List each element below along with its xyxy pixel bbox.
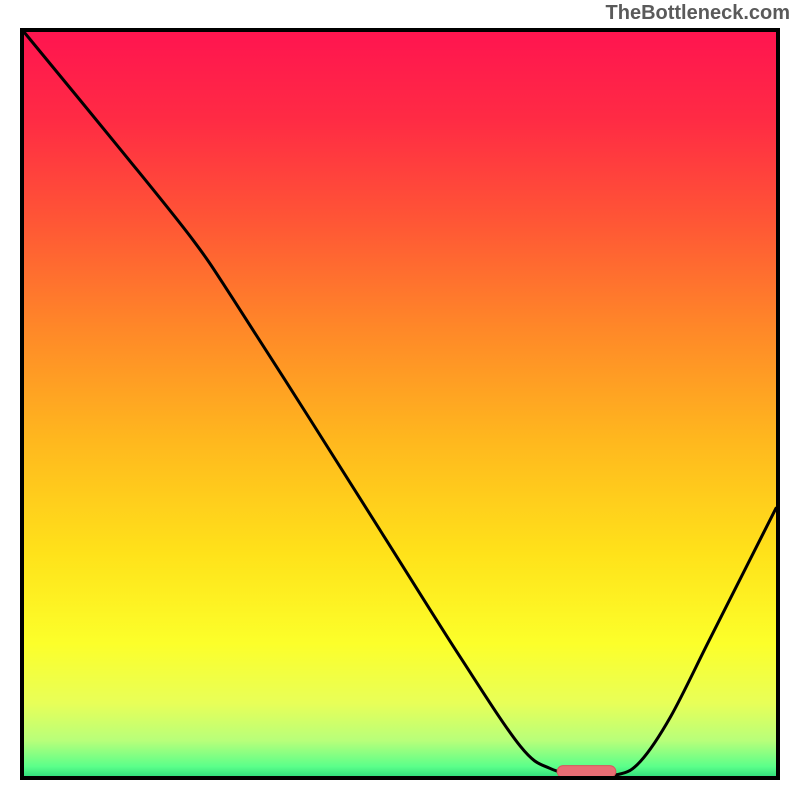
chart-background [22,30,778,778]
chart-container: TheBottleneck.com [0,0,800,800]
watermark-text: TheBottleneck.com [606,2,790,25]
optimum-marker [557,766,616,778]
bottleneck-chart [0,0,800,800]
